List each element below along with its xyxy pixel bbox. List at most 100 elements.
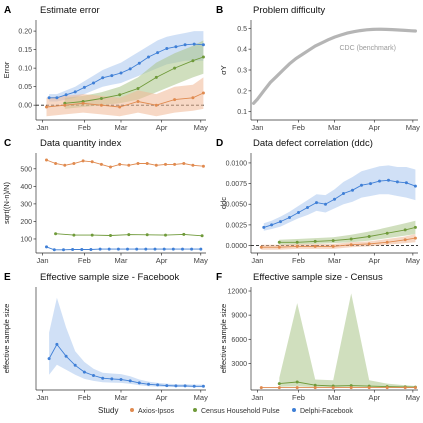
x-tick-label: Jan bbox=[251, 393, 263, 402]
axios-point bbox=[403, 238, 407, 242]
census-point bbox=[277, 240, 281, 244]
delphi-point bbox=[52, 248, 56, 252]
panel-b: B Problem difficulty Jan Feb Mar Apr May 0.1 0.2… bbox=[216, 5, 420, 132]
delphi-point bbox=[324, 202, 327, 206]
x-tick-label: Feb bbox=[78, 123, 91, 132]
y-tick-label: 500 bbox=[20, 166, 32, 173]
census-point bbox=[295, 240, 299, 244]
panel-letter: C bbox=[4, 138, 11, 149]
axios-point bbox=[63, 103, 67, 107]
x-tick-label: Jan bbox=[36, 123, 48, 132]
y-tick-label: 0.2 bbox=[237, 88, 247, 95]
legend-marker bbox=[193, 408, 197, 412]
census-point bbox=[385, 231, 389, 235]
delphi-point bbox=[306, 206, 309, 209]
delphi-point bbox=[156, 383, 160, 387]
y-tick-label: 400 bbox=[20, 184, 32, 191]
x-tick-label: Jan bbox=[36, 393, 48, 402]
delphi-point bbox=[165, 384, 169, 388]
delphi-point bbox=[135, 247, 139, 251]
x-tick-label: May bbox=[194, 123, 208, 132]
y-tick-label: 0.15 bbox=[18, 47, 32, 54]
panel-letter: E bbox=[4, 272, 11, 283]
axios-point bbox=[259, 386, 263, 390]
y-tick-label: 0.00 bbox=[18, 103, 32, 110]
census-point bbox=[127, 233, 131, 237]
legend-label: Delphi-Facebook bbox=[300, 408, 353, 415]
delphi-point bbox=[64, 354, 68, 358]
x-tick-label: Apr bbox=[156, 123, 168, 132]
axios-point bbox=[201, 91, 205, 95]
y-tick-label: 100 bbox=[20, 236, 32, 243]
axios-point bbox=[277, 245, 281, 249]
y-tick-label: 0.10 bbox=[18, 66, 32, 73]
axios-point bbox=[367, 386, 371, 390]
axios-point bbox=[277, 386, 281, 390]
delphi-point bbox=[45, 245, 48, 249]
x-tick-label: Jan bbox=[36, 256, 48, 265]
delphi-point bbox=[395, 180, 399, 184]
x-tick-label: Feb bbox=[292, 393, 305, 402]
delphi-point bbox=[64, 93, 68, 97]
delphi-point bbox=[73, 363, 77, 367]
census-point bbox=[54, 232, 58, 236]
axios-point bbox=[295, 386, 299, 390]
delphi-point bbox=[82, 370, 86, 374]
legend: Study Axios-Ipsos Census Household Pulse De… bbox=[98, 406, 353, 415]
axios-point bbox=[72, 162, 76, 165]
panel-c: C Data quantity index Jan Feb Mar Apr May 100 20… bbox=[2, 138, 208, 265]
y-tick-label: 0.0025 bbox=[226, 222, 248, 229]
delphi-point bbox=[147, 382, 150, 386]
y-tick-label: 6000 bbox=[231, 337, 247, 344]
legend-label: Census Household Pulse bbox=[201, 408, 280, 415]
delphi-point bbox=[378, 179, 381, 183]
census-point bbox=[90, 233, 94, 237]
axios-point bbox=[81, 159, 85, 163]
delphi-point bbox=[165, 47, 169, 50]
axios-point bbox=[154, 163, 158, 167]
y-axis-label: Error bbox=[2, 61, 11, 78]
axios-point bbox=[182, 162, 186, 165]
axios-point bbox=[45, 105, 48, 109]
x-tick-label: May bbox=[406, 256, 420, 265]
y-tick-label: 0.0100 bbox=[226, 160, 248, 167]
benchmark-line bbox=[252, 27, 417, 105]
panel-d: D Data defect correlation (ddc) Jan Feb Mar A… bbox=[216, 138, 420, 265]
census-confidence-band bbox=[279, 293, 416, 388]
x-tick-label: May bbox=[194, 256, 208, 265]
delphi-point bbox=[47, 96, 51, 100]
delphi-point bbox=[199, 247, 203, 251]
census-point bbox=[313, 383, 317, 387]
axios-point bbox=[201, 164, 205, 168]
axios-point bbox=[109, 165, 112, 169]
panel-letter: A bbox=[4, 5, 11, 16]
axios-point bbox=[385, 240, 389, 244]
delphi-point bbox=[156, 51, 160, 55]
census-point bbox=[277, 382, 281, 386]
delphi-point bbox=[128, 379, 132, 383]
axios-point bbox=[118, 105, 122, 109]
panel-letter: B bbox=[216, 5, 223, 16]
delphi-point bbox=[137, 381, 141, 385]
y-tick-label: 200 bbox=[20, 219, 32, 226]
census-point bbox=[164, 233, 167, 237]
panel-title: Data quantity index bbox=[40, 138, 122, 149]
x-tick-label: Mar bbox=[328, 123, 341, 132]
delphi-point bbox=[110, 377, 114, 381]
census-point bbox=[413, 225, 417, 229]
y-tick-label: 3000 bbox=[231, 361, 247, 368]
panel-letter: D bbox=[216, 138, 223, 149]
y-tick-label: 0.05 bbox=[18, 84, 32, 91]
delphi-point bbox=[107, 247, 111, 251]
delphi-line bbox=[46, 246, 201, 251]
benchmark-annotation: CDC (benchmark) bbox=[340, 45, 396, 52]
legend-label: Axios-Ipsos bbox=[138, 408, 175, 415]
axios-point bbox=[63, 163, 67, 167]
delphi-point bbox=[192, 42, 196, 46]
x-tick-label: May bbox=[406, 123, 420, 132]
delphi-point bbox=[190, 247, 194, 251]
census-point bbox=[200, 234, 204, 238]
delphi-point bbox=[55, 96, 59, 100]
y-axis-label: effective sample size bbox=[219, 304, 228, 373]
delphi-point bbox=[183, 43, 187, 47]
